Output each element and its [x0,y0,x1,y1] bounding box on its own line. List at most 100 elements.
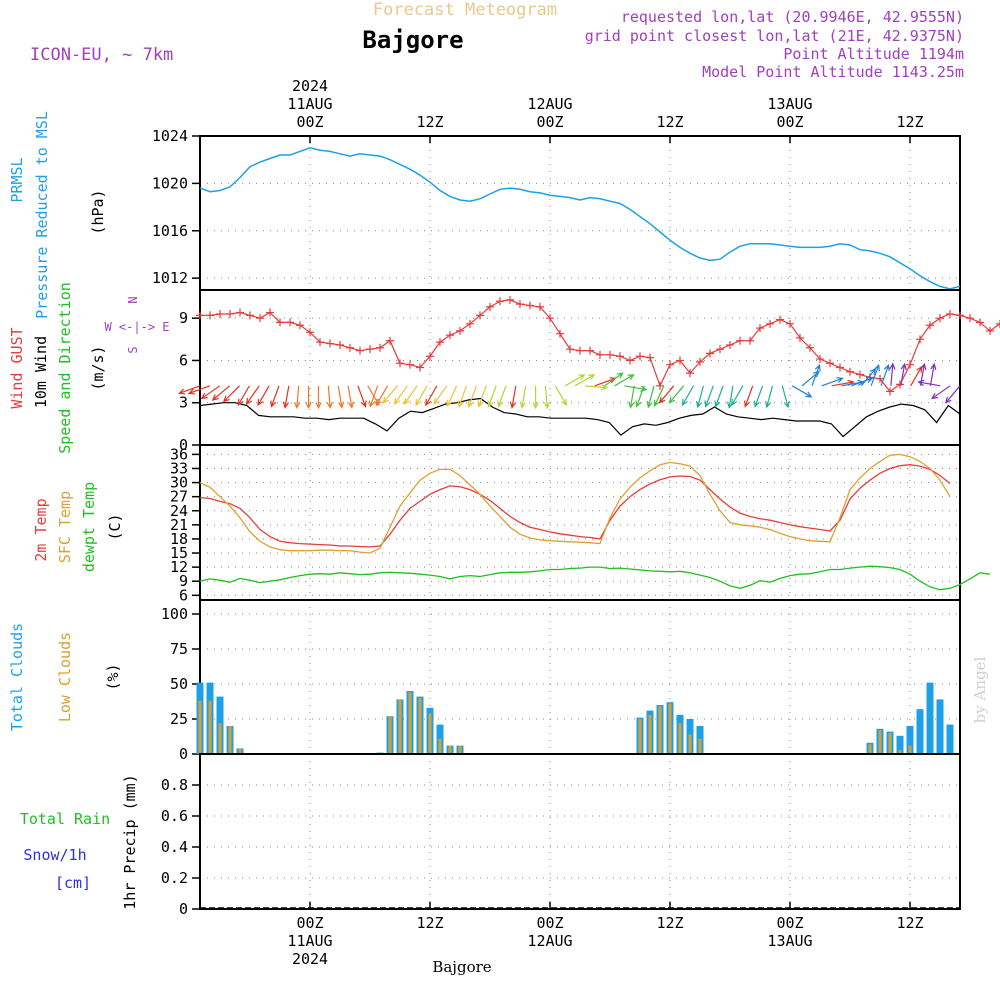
gust-marker [786,319,794,328]
compass-we: W <-|-> E [104,320,169,334]
gust-marker [616,352,624,361]
top-time-label: 00Z [776,113,803,131]
low-cloud-bar [428,713,432,754]
gust-marker [946,309,954,318]
wind-direction-arrow [880,363,890,387]
y-tick-label: 0.6 [161,807,188,825]
top-time-label: 12Z [656,113,683,131]
wind-direction-arrow [467,385,477,408]
total-cloud-bar [896,735,904,754]
y-tick-label: 0.2 [161,869,188,887]
gust-marker [336,340,344,349]
pressure-label-1: PRMSL [8,157,26,202]
wind-direction-arrow [604,372,624,387]
gust-marker [806,343,814,352]
total-cloud-bar [936,699,944,754]
wind-direction-arrow [929,362,937,386]
wind-direction-arrow [658,385,675,404]
wind-direction-arrow [646,385,655,409]
pressure-unit: (hPa) [89,189,107,234]
bottom-time-label: 12Z [896,914,923,932]
y-tick-label: 9 [179,572,188,590]
gust-marker [686,369,694,378]
gust-marker [596,350,604,359]
y-tick-label: 12 [170,558,188,576]
wind-direction-arrow [704,385,714,408]
dewpt-line [199,565,991,591]
low-cloud-bar [908,745,912,754]
temp2m-line [199,464,951,548]
gust-marker [536,302,544,311]
point-altitude: Point Altitude 1194m [783,45,964,63]
y-tick-label: 100 [161,605,188,623]
y-tick-label: 25 [170,710,188,728]
bottom-time-label: 12Z [656,914,683,932]
wind-direction-arrow [357,385,367,408]
wind-direction-arrow [668,385,685,404]
snow-unit: [cm] [55,874,91,892]
y-tick-label: 50 [170,675,188,693]
low-cloud-bar [198,700,202,754]
wind-direction-arrow [628,385,635,409]
y-tick-label: 6 [179,586,188,604]
wind-direction-arrow [347,385,355,409]
y-tick-label: 0 [179,900,188,918]
wind-direction-arrow [695,385,704,409]
gust-marker [726,340,734,349]
gust-marker [606,350,614,359]
total-cloud-bar [906,726,914,754]
y-tick-label: 9 [179,309,188,327]
pressure-line [199,147,961,290]
gust-marker [526,301,534,310]
low-cloud-bar [458,745,462,754]
wind-direction-arrow [382,385,398,404]
y-tick-label: 0 [179,745,188,763]
y-tick-label: 18 [170,530,188,548]
wind-direction-arrow [415,385,428,407]
wind-direction-arrow [811,363,821,387]
gust-marker [496,297,504,306]
gust-marker [546,314,554,323]
gust-marker [776,315,784,324]
total-cloud-bar [926,682,934,754]
y-tick-label: 21 [170,516,188,534]
wind-direction-arrow [433,385,448,405]
gust-marker [716,345,724,354]
gust-marker [956,311,964,320]
wind-direction-arrow [889,362,896,386]
top-time-label: 11AUG [287,95,332,113]
wind-direction-arrow [257,385,270,407]
gust-marker [356,346,364,355]
y-tick-label: 0.8 [161,776,188,794]
gust-marker [426,352,434,361]
wind-direction-arrow [564,374,586,387]
wind-direction-arrow [187,385,211,395]
pressure-label-2: Pressure Reduced to MSL [33,111,51,319]
wind-direction-arrow [337,385,345,409]
gust-marker [416,363,424,372]
pressure-panel: 1012 1016 1020 1024 [152,127,961,291]
gust-marker [996,319,1000,328]
y-tick-label: 1016 [152,222,188,240]
gust-marker [566,345,574,354]
gust-marker [576,346,584,355]
gust-marker [646,353,654,362]
gust-marker [966,314,974,323]
top-time-label: 12Z [896,113,923,131]
wind-direction-arrow [497,385,507,408]
gust-marker [246,311,254,320]
low-cloud-bar [658,706,662,754]
gust-marker [586,346,594,355]
gust-marker [406,360,414,369]
wind-direction-arrow [765,385,774,409]
gust-marker [836,363,844,372]
precip-panel: 0 0.2 0.4 0.6 0.8 [161,753,961,918]
panel-frame [199,753,961,910]
gust-label: Wind GUST [8,327,26,408]
temp-unit: (C) [106,513,124,540]
y-tick-label: 3 [179,394,188,412]
wind-direction-arrow [326,385,333,410]
wind-direction-arrow [315,385,322,410]
station-title: Bajgore [362,26,463,54]
